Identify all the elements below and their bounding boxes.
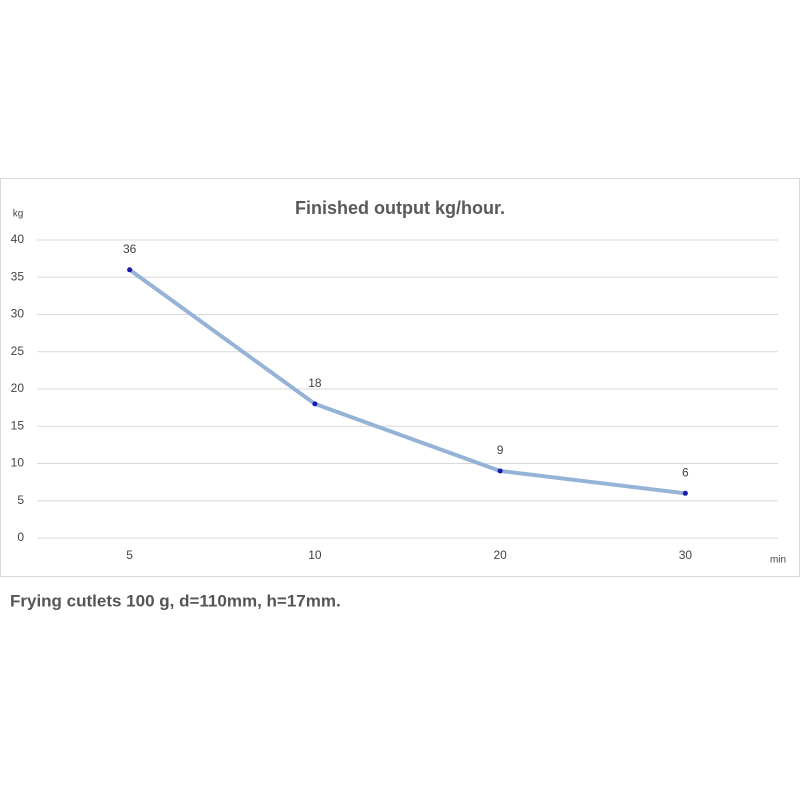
- data-point: [497, 468, 503, 474]
- y-axis-label: kg: [13, 209, 24, 220]
- data-label: 36: [123, 242, 137, 256]
- y-tick-label: 40: [11, 232, 25, 246]
- chart-title: Finished output kg/hour.: [295, 198, 505, 218]
- data-point: [312, 401, 318, 407]
- x-tick-label: 5: [126, 548, 133, 562]
- data-label: 9: [497, 443, 504, 457]
- y-tick-label: 25: [11, 344, 25, 358]
- data-point: [682, 490, 688, 496]
- data-point: [127, 267, 133, 273]
- x-tick-label: 30: [679, 548, 693, 562]
- y-tick-label: 10: [11, 456, 25, 470]
- data-label: 18: [308, 376, 322, 390]
- x-tick-label: 20: [493, 548, 507, 562]
- y-tick-label: 20: [11, 381, 25, 395]
- data-line: [128, 268, 686, 496]
- y-tick-label: 15: [11, 418, 25, 432]
- caption: Frying cutlets 100 g, d=110mm, h=17mm.: [10, 591, 341, 610]
- chart-frame: [0, 178, 800, 577]
- x-tick-label: 10: [308, 548, 322, 562]
- y-tick-label: 0: [17, 530, 24, 544]
- y-tick-label: 30: [11, 307, 25, 321]
- data-label: 6: [682, 465, 689, 479]
- y-tick-label: 5: [17, 493, 24, 507]
- x-axis-label: min: [770, 555, 786, 566]
- y-tick-label: 35: [11, 269, 25, 283]
